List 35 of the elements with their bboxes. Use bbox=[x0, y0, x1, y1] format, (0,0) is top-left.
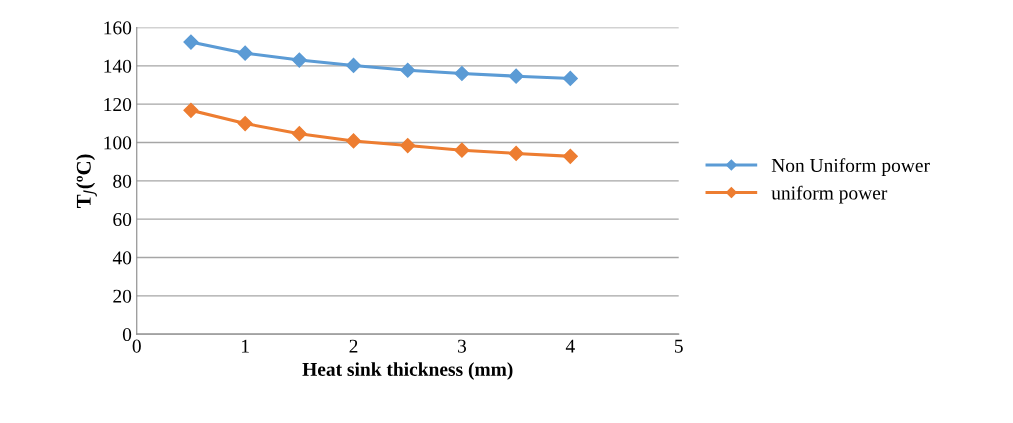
point bbox=[562, 70, 578, 87]
point bbox=[291, 52, 307, 68]
point bbox=[400, 137, 416, 154]
y-tick-label: 60 bbox=[113, 212, 132, 227]
x-tick-label: 2 bbox=[349, 339, 358, 353]
y-tick-label: 0 bbox=[122, 327, 132, 342]
point bbox=[562, 148, 578, 164]
x-tick-label: 3 bbox=[458, 339, 467, 353]
y-tick-label: 40 bbox=[112, 251, 132, 265]
x-tick-label: 5 bbox=[674, 339, 683, 353]
point bbox=[508, 68, 524, 84]
point bbox=[237, 115, 253, 132]
y-axis-title: T$_{J}$(ºC) bbox=[76, 154, 97, 208]
y-tick-label: 100 bbox=[104, 136, 132, 150]
point bbox=[400, 62, 416, 78]
legend-label: Non Uniform power bbox=[771, 158, 930, 176]
point bbox=[291, 126, 307, 142]
x-tick-label: 0 bbox=[132, 339, 141, 353]
y-tick-label: 80 bbox=[113, 174, 132, 188]
point bbox=[508, 145, 524, 161]
point bbox=[183, 34, 199, 50]
point bbox=[183, 102, 199, 118]
point bbox=[454, 65, 470, 82]
y-tick-label: 140 bbox=[104, 59, 132, 73]
point bbox=[237, 45, 253, 61]
y-tick-label: 160 bbox=[104, 21, 132, 35]
x-axis-title: Heat sink thickness (mm) bbox=[302, 362, 513, 380]
point bbox=[345, 133, 362, 149]
y-tick-label: 20 bbox=[113, 289, 132, 303]
point bbox=[454, 142, 470, 158]
point bbox=[345, 57, 362, 74]
x-tick-label: 1 bbox=[242, 339, 249, 353]
x-tick-label: 4 bbox=[565, 339, 575, 353]
legend-label: uniform power bbox=[771, 185, 888, 204]
y-tick-label: 120 bbox=[104, 97, 132, 112]
